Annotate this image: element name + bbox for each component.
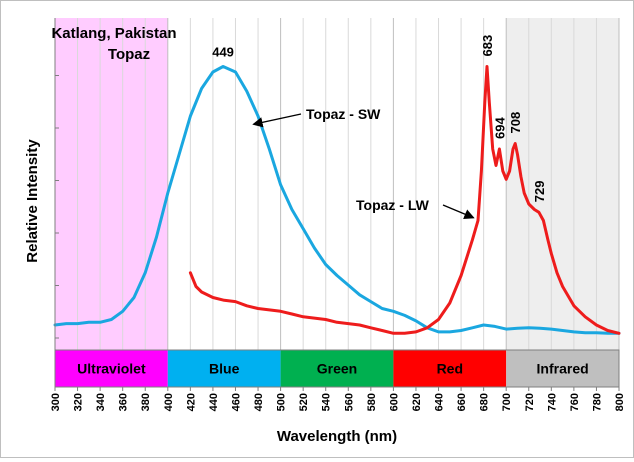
x-tick-label: 620 [411,393,423,411]
x-tick-label: 300 [50,393,62,411]
x-tick-label: 560 [343,393,355,411]
x-tick-label: 380 [140,393,152,411]
x-tick-label: 500 [276,393,288,411]
peak-label-694: 694 [492,117,507,139]
x-tick-label: 460 [230,393,242,411]
band-border [54,349,620,388]
x-tick-label: 760 [569,393,581,411]
band-ultraviolet [55,350,168,387]
band-red [393,350,507,387]
series-line-topaz-sw [53,65,621,335]
x-tick-label: 580 [366,393,378,411]
x-tick-label: 360 [118,393,130,411]
x-tick-label: 400 [163,393,175,411]
band-label-red: Red [437,361,463,377]
annotation-arrow [442,204,475,220]
band-infrared [506,350,619,387]
peak-label-708: 708 [508,112,523,134]
region-shade-ultraviolet [55,18,168,350]
x-tick-label: 780 [591,393,603,411]
x-tick-label: 680 [479,393,491,411]
x-tick-label: 420 [185,393,197,411]
chart-title-line-1: Katlang, Pakistan [51,25,176,42]
x-tick-label: 660 [456,393,468,411]
x-tick-label: 720 [524,393,536,411]
chart-title-line-2: Topaz [108,46,150,63]
x-tick-label: 800 [614,393,626,411]
annotation-arrow [252,113,302,128]
annotation-topaz-lw: Topaz - LW [356,197,430,213]
x-tick-label: 520 [298,393,310,411]
x-tick-label: 320 [73,393,85,411]
band-label-blue: Blue [209,361,240,377]
x-tick-label: 700 [501,393,513,411]
x-tick-label: 640 [434,393,446,411]
peak-label-729: 729 [532,181,547,203]
x-tick-label: 740 [546,393,558,411]
x-tick-label: 600 [388,393,400,411]
x-tick-label: 340 [95,393,107,411]
band-blue [167,350,281,387]
band-label-ultraviolet: Ultraviolet [77,361,146,377]
y-axis-title: Relative Intensity [24,139,41,263]
band-green [280,350,394,387]
peak-label-683: 683 [480,35,495,57]
band-label-green: Green [317,361,357,377]
annotation-topaz-sw: Topaz - SW [306,106,381,122]
x-tick-label: 440 [208,393,220,411]
x-axis-title: Wavelength (nm) [277,428,397,445]
region-shade-infrared [506,18,619,350]
series-line-topaz-lw [188,65,621,335]
x-tick-label: 480 [253,393,265,411]
peak-label-449: 449 [212,45,234,60]
band-label-infrared: Infrared [537,361,589,377]
x-tick-label: 540 [321,393,333,411]
